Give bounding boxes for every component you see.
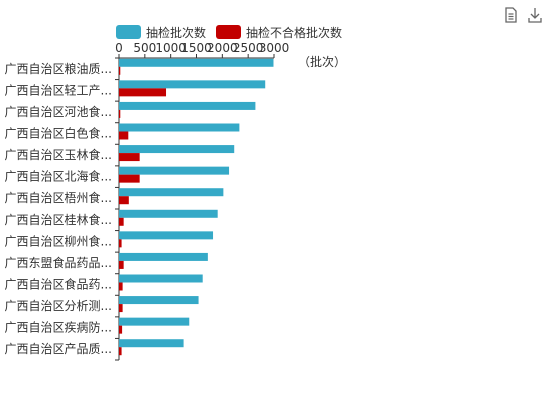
legend-swatch — [116, 25, 141, 39]
bar — [119, 217, 124, 226]
bar — [119, 109, 121, 118]
download-icon[interactable] — [526, 6, 544, 24]
bar — [119, 304, 123, 313]
bar — [119, 188, 224, 197]
bar — [119, 325, 123, 334]
y-tick-label: 广西自治区北海食... — [5, 169, 112, 184]
x-tick-label: 2000 — [207, 41, 238, 55]
y-tick-label: 广西自治区轻工产... — [5, 83, 112, 97]
bar — [119, 260, 124, 269]
bar — [119, 209, 218, 218]
bar — [119, 66, 121, 75]
bar — [119, 347, 122, 356]
bar — [119, 145, 235, 154]
legend-label: 抽检不合格批次数 — [246, 25, 342, 40]
bar — [119, 231, 214, 240]
bar — [119, 153, 140, 162]
bar — [119, 131, 129, 140]
x-tick-label: 0 — [115, 41, 123, 55]
legend-swatch — [216, 25, 241, 39]
bar — [119, 317, 190, 326]
bar — [119, 80, 266, 89]
x-tick-label: 1000 — [155, 41, 186, 55]
bar — [119, 123, 240, 132]
y-tick-label: 广西自治区梧州食... — [5, 190, 112, 205]
y-tick-label: 广西自治区粮油质... — [5, 61, 112, 76]
bar — [119, 88, 167, 97]
y-tick-label: 广西东盟食品药品... — [5, 255, 112, 270]
bar — [119, 239, 122, 248]
bar — [119, 196, 129, 205]
x-tick-label: 3000 — [259, 41, 290, 55]
bar — [119, 339, 184, 348]
y-tick-label: 广西自治区疾病防... — [5, 320, 112, 335]
y-tick-label: 广西自治区柳州食... — [5, 233, 112, 248]
y-tick-label: 广西自治区分析测... — [5, 299, 112, 313]
y-tick-label: 广西自治区食品药... — [5, 277, 112, 292]
bar — [119, 174, 140, 183]
x-tick-label: 500 — [133, 41, 156, 55]
bar — [119, 58, 274, 67]
bar — [119, 101, 256, 110]
legend-item[interactable]: 抽检不合格批次数 — [216, 25, 342, 40]
bar — [119, 166, 230, 175]
data-view-icon[interactable] — [502, 6, 520, 24]
x-tick-label: 1500 — [181, 41, 212, 55]
x-tick-label: 2500 — [233, 41, 264, 55]
legend-label: 抽检批次数 — [146, 25, 206, 40]
x-axis-unit: （批次） — [298, 54, 346, 69]
y-tick-label: 广西自治区白色食... — [5, 126, 112, 141]
y-tick-label: 广西自治区玉林食... — [5, 147, 112, 162]
y-tick-label: 广西自治区河池食... — [5, 104, 112, 119]
bar — [119, 296, 199, 305]
y-tick-label: 广西自治区产品质... — [5, 342, 112, 356]
y-tick-label: 广西自治区桂林食... — [5, 212, 112, 227]
legend-item[interactable]: 抽检批次数 — [116, 25, 206, 40]
bar — [119, 282, 123, 291]
bar — [119, 274, 203, 283]
bar — [119, 252, 208, 261]
